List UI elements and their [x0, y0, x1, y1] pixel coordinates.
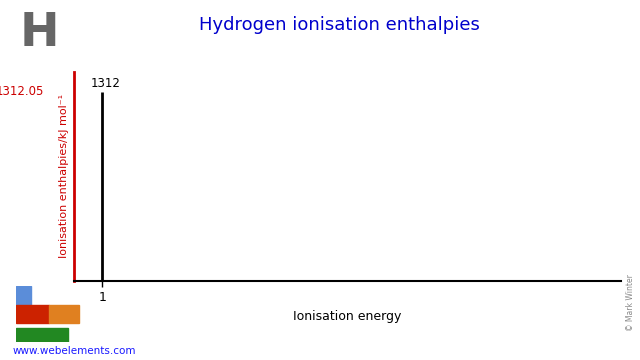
Text: www.webelements.com: www.webelements.com	[13, 346, 136, 356]
Bar	[16, 305, 49, 323]
Bar	[16, 328, 68, 342]
Y-axis label: Ionisation enthalpies/kJ mol⁻¹: Ionisation enthalpies/kJ mol⁻¹	[60, 94, 69, 258]
Text: © Mark Winter: © Mark Winter	[626, 274, 635, 331]
X-axis label: Ionisation energy: Ionisation energy	[293, 310, 401, 323]
Bar	[49, 305, 79, 323]
Bar	[16, 286, 31, 305]
Text: H: H	[19, 11, 59, 56]
Text: 1312.05: 1312.05	[0, 85, 44, 98]
Text: 1312: 1312	[90, 77, 120, 90]
Text: Hydrogen ionisation enthalpies: Hydrogen ionisation enthalpies	[199, 16, 479, 34]
